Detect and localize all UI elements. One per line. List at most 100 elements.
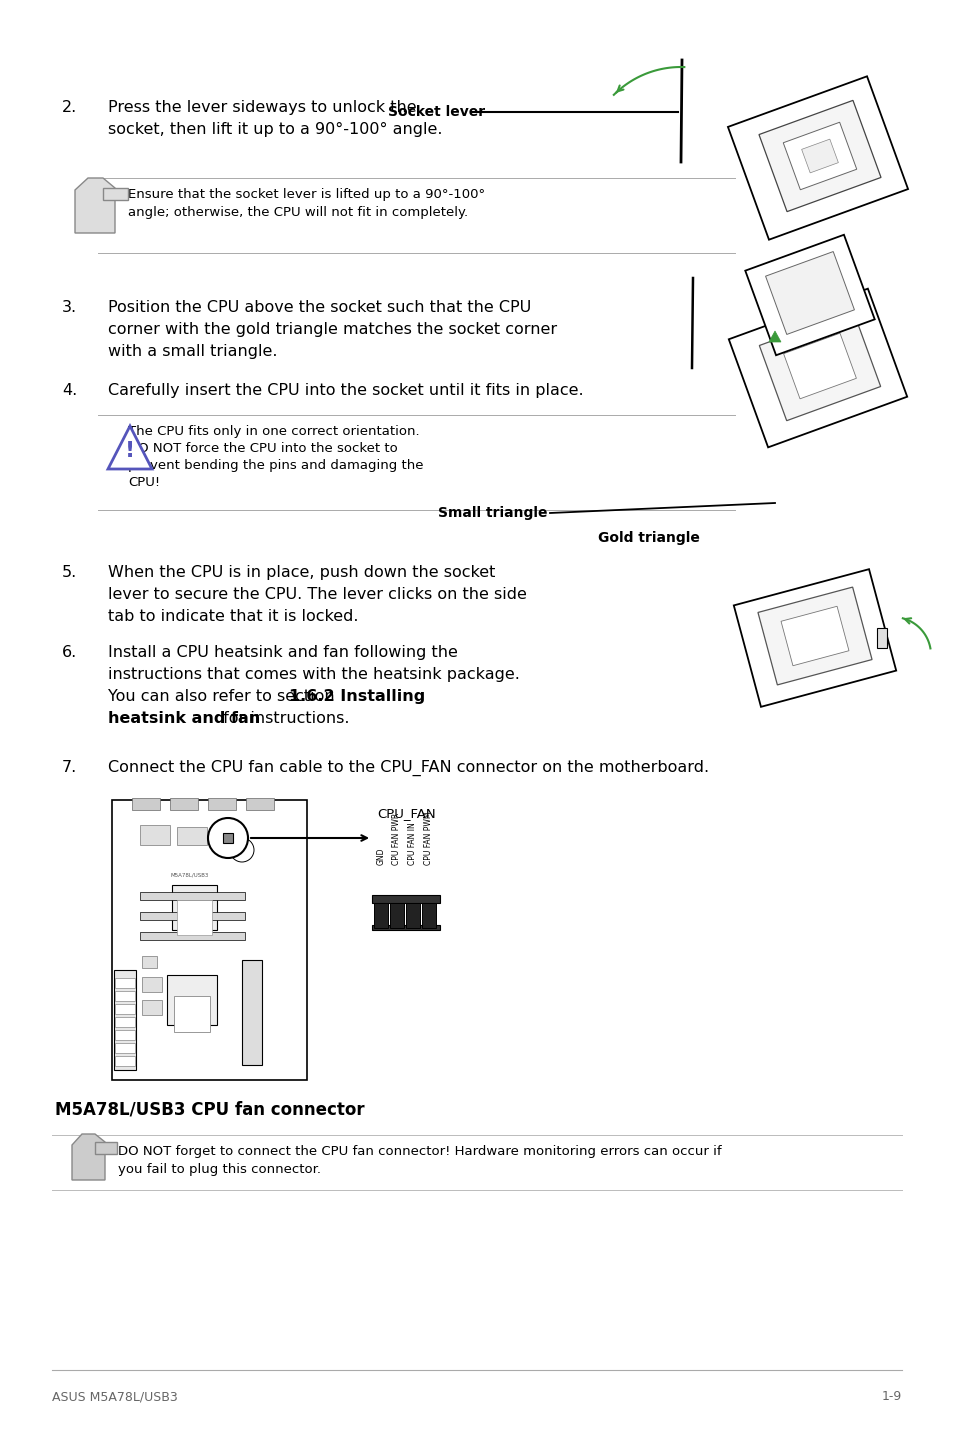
- FancyBboxPatch shape: [177, 828, 207, 845]
- Text: angle; otherwise, the CPU will not fit in completely.: angle; otherwise, the CPU will not fit i…: [128, 206, 468, 219]
- FancyBboxPatch shape: [113, 969, 136, 1070]
- FancyBboxPatch shape: [250, 959, 252, 1065]
- Text: lever to secure the CPU. The lever clicks on the side: lever to secure the CPU. The lever click…: [108, 587, 526, 601]
- Text: DO NOT force the CPU into the socket to: DO NOT force the CPU into the socket to: [128, 442, 397, 455]
- Text: M5A78L/USB3 CPU fan connector: M5A78L/USB3 CPU fan connector: [54, 1100, 364, 1118]
- Polygon shape: [782, 334, 856, 400]
- Text: DO NOT forget to connect the CPU fan connector! Hardware monitoring errors can o: DO NOT forget to connect the CPU fan con…: [118, 1146, 720, 1158]
- FancyBboxPatch shape: [132, 798, 160, 811]
- Text: Gold triangle: Gold triangle: [598, 531, 700, 546]
- Polygon shape: [733, 569, 895, 707]
- Text: Ensure that the socket lever is lifted up to a 90°-100°: Ensure that the socket lever is lifted u…: [128, 188, 485, 200]
- FancyBboxPatch shape: [177, 899, 212, 935]
- Text: Carefully insert the CPU into the socket until it fits in place.: Carefully insert the CPU into the socket…: [108, 382, 583, 398]
- FancyBboxPatch shape: [115, 978, 135, 988]
- Text: prevent bending the pins and damaging the: prevent bending the pins and damaging th…: [128, 460, 423, 473]
- Text: ASUS M5A78L/USB3: ASUS M5A78L/USB3: [52, 1390, 177, 1403]
- Polygon shape: [764, 252, 854, 335]
- FancyBboxPatch shape: [115, 1030, 135, 1040]
- Text: When the CPU is in place, push down the socket: When the CPU is in place, push down the …: [108, 566, 495, 580]
- FancyBboxPatch shape: [173, 997, 210, 1032]
- Polygon shape: [759, 311, 880, 421]
- FancyBboxPatch shape: [115, 1017, 135, 1027]
- Text: Small triangle: Small triangle: [438, 505, 547, 520]
- FancyBboxPatch shape: [140, 892, 245, 899]
- Text: Press the lever sideways to unlock the: Press the lever sideways to unlock the: [108, 100, 416, 115]
- Text: M5A78L/USB3: M5A78L/USB3: [171, 872, 209, 878]
- Text: 1.6.2 Installing: 1.6.2 Installing: [289, 689, 425, 705]
- FancyBboxPatch shape: [253, 959, 254, 1065]
- FancyBboxPatch shape: [140, 912, 245, 919]
- FancyBboxPatch shape: [372, 895, 439, 904]
- Text: CPU_FAN: CPU_FAN: [376, 808, 436, 821]
- FancyBboxPatch shape: [421, 904, 436, 928]
- FancyBboxPatch shape: [142, 977, 162, 992]
- Text: Connect the CPU fan cable to the CPU_FAN connector on the motherboard.: Connect the CPU fan cable to the CPU_FAN…: [108, 760, 708, 776]
- Polygon shape: [759, 100, 880, 212]
- Text: You can also refer to section: You can also refer to section: [108, 689, 339, 705]
- FancyBboxPatch shape: [242, 959, 262, 1065]
- Text: Install a CPU heatsink and fan following the: Install a CPU heatsink and fan following…: [108, 644, 457, 660]
- Text: heatsink and fan: heatsink and fan: [108, 712, 260, 726]
- Text: 3.: 3.: [62, 299, 77, 315]
- Text: corner with the gold triangle matches the socket corner: corner with the gold triangle matches th…: [108, 322, 557, 337]
- Text: 7.: 7.: [62, 760, 77, 775]
- Text: 1-9: 1-9: [881, 1390, 901, 1403]
- FancyBboxPatch shape: [246, 798, 274, 811]
- FancyBboxPatch shape: [374, 904, 388, 928]
- Polygon shape: [75, 178, 115, 233]
- Polygon shape: [71, 1134, 105, 1180]
- Polygon shape: [782, 122, 856, 190]
- Polygon shape: [728, 289, 906, 447]
- Text: 4.: 4.: [62, 382, 77, 398]
- Polygon shape: [108, 425, 152, 470]
- FancyBboxPatch shape: [406, 904, 419, 928]
- FancyBboxPatch shape: [172, 885, 216, 929]
- FancyBboxPatch shape: [170, 798, 198, 811]
- Text: !: !: [125, 441, 135, 461]
- Text: GND: GND: [376, 848, 385, 865]
- FancyBboxPatch shape: [142, 957, 157, 968]
- FancyBboxPatch shape: [112, 800, 307, 1080]
- FancyBboxPatch shape: [223, 833, 233, 843]
- Text: with a small triangle.: with a small triangle.: [108, 344, 277, 359]
- Text: 6.: 6.: [62, 644, 77, 660]
- Polygon shape: [744, 235, 874, 355]
- FancyBboxPatch shape: [255, 959, 257, 1065]
- Circle shape: [230, 838, 253, 862]
- Polygon shape: [876, 629, 886, 649]
- Text: tab to indicate that it is locked.: tab to indicate that it is locked.: [108, 609, 358, 624]
- Text: you fail to plug this connector.: you fail to plug this connector.: [118, 1163, 320, 1176]
- Polygon shape: [727, 76, 907, 239]
- Text: 5.: 5.: [62, 566, 77, 580]
- FancyBboxPatch shape: [167, 975, 216, 1025]
- FancyBboxPatch shape: [372, 925, 439, 929]
- Polygon shape: [801, 139, 838, 173]
- FancyBboxPatch shape: [140, 825, 170, 845]
- Text: for instructions.: for instructions.: [217, 712, 349, 726]
- Text: socket, then lift it up to a 90°-100° angle.: socket, then lift it up to a 90°-100° an…: [108, 122, 442, 137]
- Text: instructions that comes with the heatsink package.: instructions that comes with the heatsin…: [108, 667, 519, 682]
- FancyBboxPatch shape: [208, 798, 235, 811]
- Text: CPU!: CPU!: [128, 475, 160, 488]
- FancyBboxPatch shape: [390, 904, 403, 928]
- Polygon shape: [758, 587, 871, 684]
- Text: Socket lever: Socket lever: [388, 105, 485, 119]
- Text: 2.: 2.: [62, 100, 77, 115]
- FancyBboxPatch shape: [115, 991, 135, 1001]
- Polygon shape: [768, 331, 781, 342]
- Polygon shape: [781, 606, 848, 666]
- FancyBboxPatch shape: [115, 1004, 135, 1014]
- FancyBboxPatch shape: [140, 932, 245, 939]
- Text: CPU FAN PWR: CPU FAN PWR: [392, 813, 401, 865]
- Polygon shape: [95, 1141, 117, 1154]
- FancyBboxPatch shape: [115, 1055, 135, 1065]
- Text: The CPU fits only in one correct orientation.: The CPU fits only in one correct orienta…: [128, 425, 419, 438]
- Polygon shape: [103, 188, 128, 200]
- Text: CPU FAN IN: CPU FAN IN: [408, 822, 417, 865]
- Text: Position the CPU above the socket such that the CPU: Position the CPU above the socket such t…: [108, 299, 531, 315]
- Text: CPU FAN PWM: CPU FAN PWM: [424, 812, 433, 865]
- Circle shape: [208, 818, 248, 858]
- FancyBboxPatch shape: [142, 1000, 162, 1015]
- FancyBboxPatch shape: [115, 1042, 135, 1053]
